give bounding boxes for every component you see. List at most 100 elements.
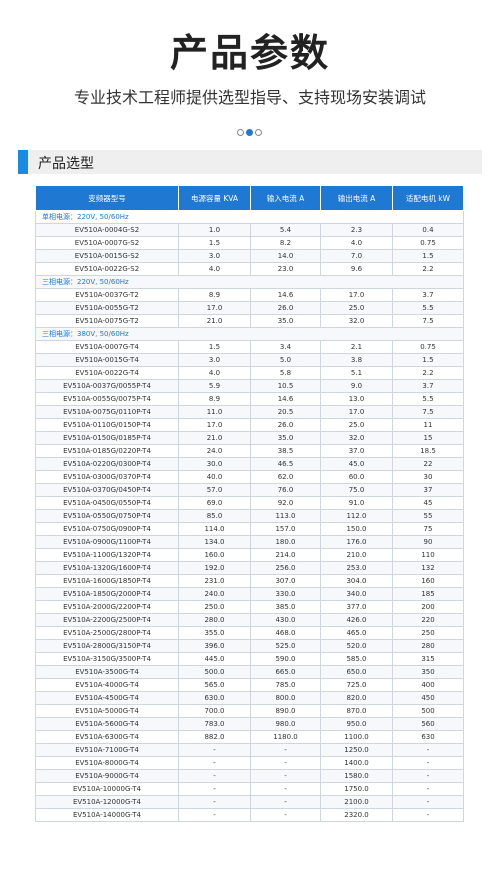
data-row: EV510A-3150G/3500P-T4 445.0 590.0 585.0 315 — [35, 652, 464, 666]
cell: 160.0 — [178, 548, 251, 562]
cell: 1.0 — [178, 223, 251, 237]
cell: 37.0 — [320, 444, 393, 458]
cell: 5.8 — [250, 366, 321, 380]
cell: 21.0 — [178, 431, 251, 445]
cell: 26.0 — [250, 418, 321, 432]
cell: EV510A-2500G/2800P-T4 — [35, 626, 179, 640]
spec-table: 变频器型号 电源容量 KVA 输入电流 A 输出电流 A 适配电机 kW 单相电源：22… — [35, 185, 464, 822]
cell: 980.0 — [250, 717, 321, 731]
data-row: EV510A-3500G-T4 500.0 665.0 650.0 350 — [35, 665, 464, 679]
cell: 112.0 — [320, 509, 393, 523]
cell: 85.0 — [178, 509, 251, 523]
cell: 26.0 — [250, 301, 321, 315]
cell: EV510A-1100G/1320P-T4 — [35, 548, 179, 562]
data-row: EV510A-0185G/0220P-T4 24.0 38.5 37.0 18.5 — [35, 444, 464, 458]
cell: EV510A-0750G/0900P-T4 — [35, 522, 179, 536]
group-title: 单相电源：220V, 50/60Hz — [35, 210, 464, 224]
group-title: 三相电源：380V, 50/60Hz — [35, 327, 464, 341]
cell: 32.0 — [320, 431, 393, 445]
cell: 114.0 — [178, 522, 251, 536]
cell: 18.5 — [392, 444, 464, 458]
cell: EV510A-1320G/1600P-T4 — [35, 561, 179, 575]
cell: EV510A-0450G/0550P-T4 — [35, 496, 179, 510]
cell: 180.0 — [250, 535, 321, 549]
cell: 882.0 — [178, 730, 251, 744]
data-row: EV510A-0037G/0055P-T4 5.9 10.5 9.0 3.7 — [35, 379, 464, 393]
cell: 200 — [392, 600, 464, 614]
cell: 57.0 — [178, 483, 251, 497]
cell: 430.0 — [250, 613, 321, 627]
cell: 8.2 — [250, 236, 321, 250]
cell: 157.0 — [250, 522, 321, 536]
cell: 445.0 — [178, 652, 251, 666]
cell: 176.0 — [320, 535, 393, 549]
cell: EV510A-0007G-T4 — [35, 340, 179, 354]
cell: 160 — [392, 574, 464, 588]
cell: 385.0 — [250, 600, 321, 614]
cell: 665.0 — [250, 665, 321, 679]
cell: 630.0 — [178, 691, 251, 705]
cell: 76.0 — [250, 483, 321, 497]
cell: 3.7 — [392, 379, 464, 393]
cell: EV510A-0075G/0110P-T4 — [35, 405, 179, 419]
cell: 21.0 — [178, 314, 251, 328]
cell: 307.0 — [250, 574, 321, 588]
cell: 62.0 — [250, 470, 321, 484]
section-title: 产品选型 — [38, 156, 94, 172]
cell: 231.0 — [178, 574, 251, 588]
cell: 250.0 — [178, 600, 251, 614]
data-row: EV510A-0004G-S2 1.0 5.4 2.3 0.4 — [35, 223, 464, 237]
cell: 185 — [392, 587, 464, 601]
data-row: EV510A-0370G/0450P-T4 57.0 76.0 75.0 37 — [35, 483, 464, 497]
cell: EV510A-1850G/2000P-T4 — [35, 587, 179, 601]
data-row: EV510A-0075G/0110P-T4 11.0 20.5 17.0 7.5 — [35, 405, 464, 419]
cell: - — [178, 782, 251, 796]
data-row: EV510A-6300G-T4 882.0 1180.0 1100.0 630 — [35, 730, 464, 744]
cell: 783.0 — [178, 717, 251, 731]
cell: 2.2 — [392, 366, 464, 380]
cell: - — [392, 756, 464, 770]
cell: 17.0 — [178, 418, 251, 432]
column-header: 适配电机 kW — [392, 185, 464, 211]
data-row: EV510A-1850G/2000P-T4 240.0 330.0 340.0 185 — [35, 587, 464, 601]
cell: 90 — [392, 535, 464, 549]
cell: 2.3 — [320, 223, 393, 237]
page-title: 产品参数 — [169, 31, 330, 75]
cell: 20.5 — [250, 405, 321, 419]
cell: - — [250, 743, 321, 757]
cell: 468.0 — [250, 626, 321, 640]
cell: 15 — [392, 431, 464, 445]
cell: EV510A-5000G-T4 — [35, 704, 179, 718]
cell: 280 — [392, 639, 464, 653]
cell: EV510A-12000G-T4 — [35, 795, 179, 809]
cell: - — [392, 782, 464, 796]
cell: EV510A-8000G-T4 — [35, 756, 179, 770]
cell: 465.0 — [320, 626, 393, 640]
cell: 590.0 — [250, 652, 321, 666]
data-row: EV510A-0022G-S2 4.0 23.0 9.6 2.2 — [35, 262, 464, 276]
cell: 650.0 — [320, 665, 393, 679]
cell: EV510A-0185G/0220P-T4 — [35, 444, 179, 458]
cell: 91.0 — [320, 496, 393, 510]
data-row: EV510A-0015G-S2 3.0 14.0 7.0 1.5 — [35, 249, 464, 263]
cell: EV510A-0075G-T2 — [35, 314, 179, 328]
cell: EV510A-0007G-S2 — [35, 236, 179, 250]
cell: 134.0 — [178, 535, 251, 549]
cell: 9.0 — [320, 379, 393, 393]
cell: - — [178, 769, 251, 783]
cell: 5.9 — [178, 379, 251, 393]
cell: 565.0 — [178, 678, 251, 692]
cell: 7.5 — [392, 405, 464, 419]
cell: 630 — [392, 730, 464, 744]
cell: 192.0 — [178, 561, 251, 575]
cell: 5.1 — [320, 366, 393, 380]
data-row: EV510A-0007G-S2 1.5 8.2 4.0 0.75 — [35, 236, 464, 250]
cell: 14.6 — [250, 288, 321, 302]
data-row: EV510A-4500G-T4 630.0 800.0 820.0 450 — [35, 691, 464, 705]
data-row: EV510A-0750G/0900P-T4 114.0 157.0 150.0 75 — [35, 522, 464, 536]
group-row: 三相电源：220V, 50/60Hz — [35, 275, 464, 289]
carousel-dots — [236, 121, 263, 140]
cell: 250 — [392, 626, 464, 640]
cell: 4.0 — [178, 366, 251, 380]
data-row: EV510A-7100G-T4- -1250.0- — [35, 743, 464, 757]
